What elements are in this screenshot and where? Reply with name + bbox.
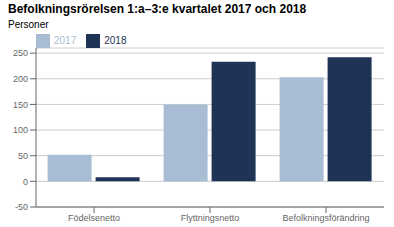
svg-text:-50: -50 xyxy=(15,202,28,212)
html-text:2017: 2017 xyxy=(54,34,77,46)
html-text:2018: 2018 xyxy=(104,34,127,46)
svg-text:150: 150 xyxy=(13,100,28,110)
svg-text:100: 100 xyxy=(13,125,28,135)
svg-text:0: 0 xyxy=(23,177,28,187)
svg-text:Flyttningsnetto: Flyttningsnetto xyxy=(181,213,240,223)
svg-text:Befolkningsförändring: Befolkningsförändring xyxy=(282,213,369,223)
html-text:Befolkningsrörelsen 1:a–3:e kv: Befolkningsrörelsen 1:a–3:e kvartalet 20… xyxy=(8,2,307,16)
svg-text:50: 50 xyxy=(18,151,28,161)
svg-text:Födelsenetto: Födelsenetto xyxy=(68,213,120,223)
html-text:Personer: Personer xyxy=(8,19,49,30)
svg-text:250: 250 xyxy=(13,48,28,58)
svg-text:200: 200 xyxy=(13,74,28,84)
